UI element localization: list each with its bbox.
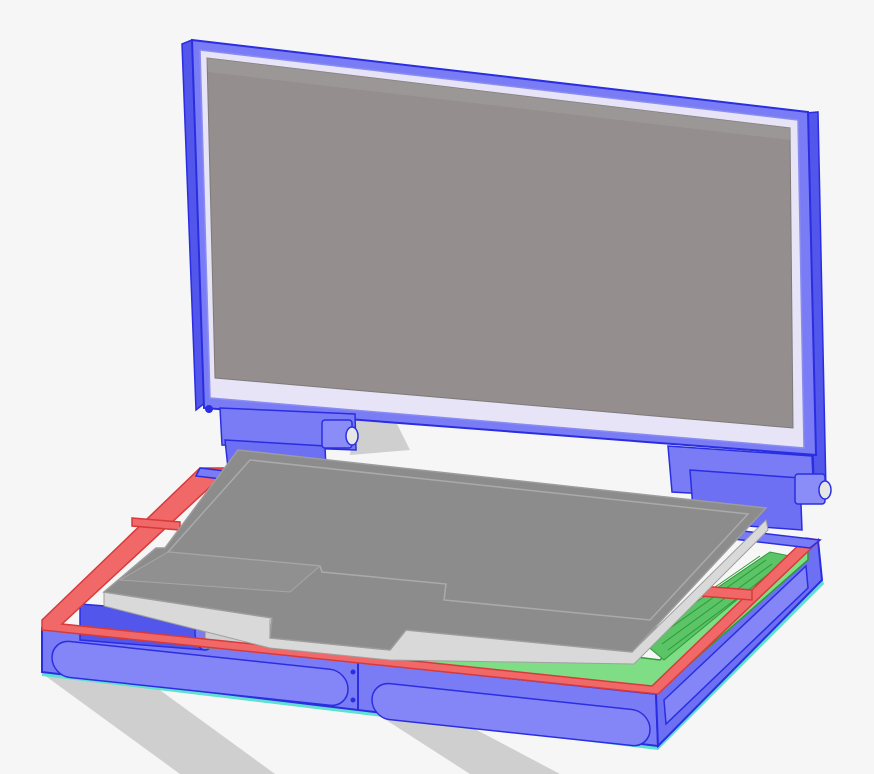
side-slot-lower <box>663 564 809 726</box>
lid-screw-left <box>205 405 213 413</box>
lid-assembly <box>181 38 827 498</box>
plate-step <box>118 551 322 593</box>
hinge-right <box>667 445 832 531</box>
plate-top <box>102 449 768 653</box>
front-slot-right <box>371 682 651 747</box>
front-screw-bottom <box>350 697 356 703</box>
display-panel <box>206 57 794 429</box>
keyboard-plate <box>102 449 769 665</box>
front-screw-top <box>350 669 356 675</box>
display-panel-shade <box>207 58 790 140</box>
front-slot-left <box>51 640 349 707</box>
